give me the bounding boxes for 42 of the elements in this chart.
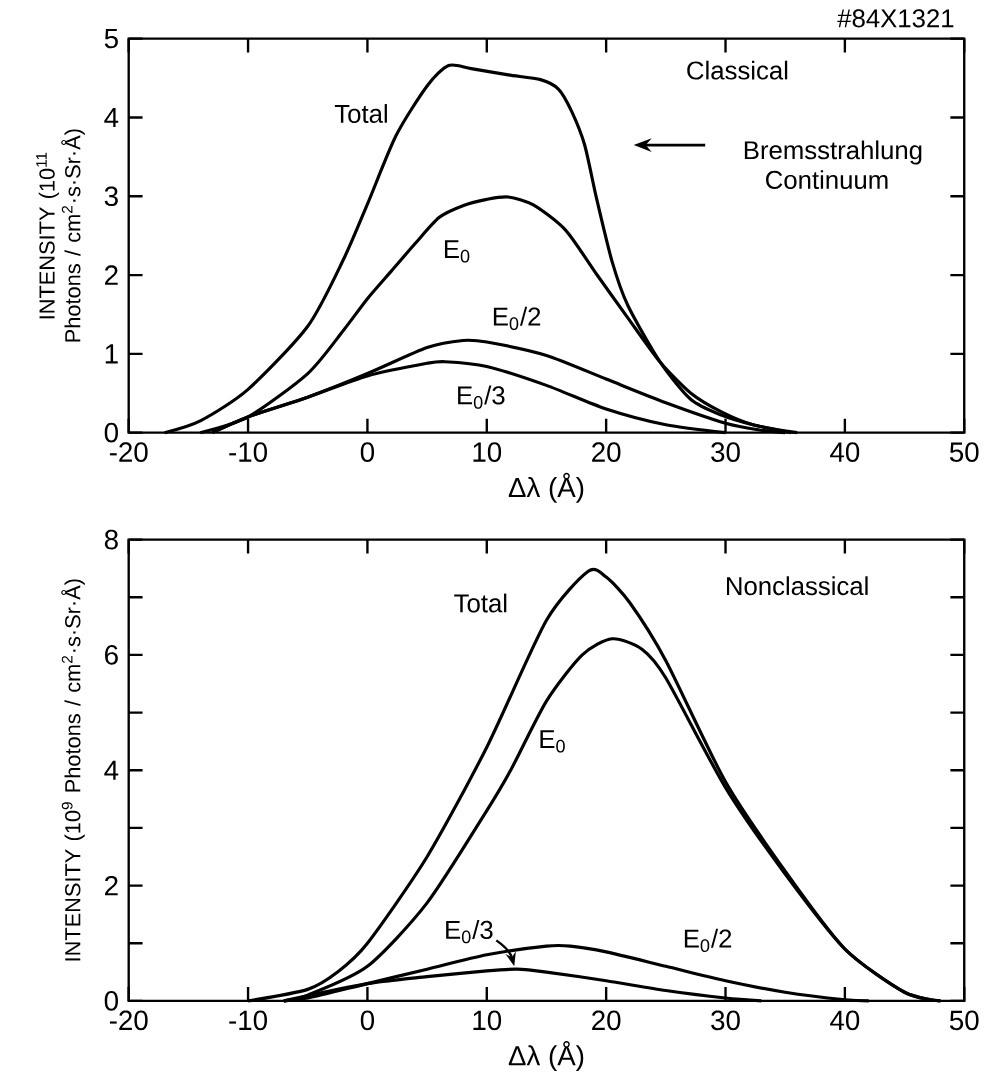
x-tick-label: 50 xyxy=(950,1010,979,1031)
series-label: E$_{0}$/2 xyxy=(493,306,541,331)
y-tick-label: 5 xyxy=(104,29,118,49)
y-tick-label: 0 xyxy=(104,991,119,1011)
x-tick-label: 10 xyxy=(473,1010,502,1031)
x-tick-label: -20 xyxy=(109,442,148,462)
x-tick-label: 10 xyxy=(473,442,502,462)
series-label: Total xyxy=(334,104,387,123)
y-tick-label: 2 xyxy=(105,265,118,285)
x-tick-label: 20 xyxy=(592,442,621,462)
x-axis-title: Δλ (Å) xyxy=(508,472,584,503)
series-label: E$_{0}$ xyxy=(540,730,565,753)
x-tick-label: -20 xyxy=(109,1010,148,1031)
x-tick-label: -10 xyxy=(229,442,268,462)
series-label: Total xyxy=(454,593,507,613)
y-tick-label: 3 xyxy=(104,186,118,207)
legend-label: E$_{0}$/3 xyxy=(446,920,493,944)
y-tick-label: 2 xyxy=(105,875,118,896)
x-tick-label: 30 xyxy=(711,1010,740,1031)
y-tick-label: 8 xyxy=(104,529,118,550)
annotation: Bremsstrahlung Continuum xyxy=(744,140,922,190)
y-tick-label: 4 xyxy=(104,107,119,127)
series-label: E$_{0}$/3 xyxy=(458,385,505,409)
y-axis-title: INTENSITY (10$^{9}$ Photons / cm$^{2}$·s·Sr·Å) xyxy=(61,579,85,961)
x-tick-label: 30 xyxy=(711,442,740,462)
x-axis-title: Δλ (Å) xyxy=(508,1041,584,1072)
x-tick-label: -10 xyxy=(229,1010,268,1031)
x-tick-label: 50 xyxy=(950,442,979,462)
x-tick-label: 40 xyxy=(830,1010,860,1031)
y-tick-label: 0 xyxy=(104,422,119,443)
x-tick-label: 20 xyxy=(592,1010,621,1031)
series-label: E$_{0}$ xyxy=(445,240,470,263)
x-tick-label: 0 xyxy=(360,1010,375,1031)
annotation: Classical xyxy=(687,60,788,80)
y-tick-label: 1 xyxy=(105,344,118,364)
annotation: Nonclassical xyxy=(727,576,868,596)
y-tick-label: 6 xyxy=(105,645,118,665)
y-tick-label: 4 xyxy=(104,760,119,780)
series-label: E$_{0}$/2 xyxy=(684,928,732,952)
x-tick-label: 40 xyxy=(830,442,860,462)
text: #84X1321 xyxy=(837,9,954,28)
x-tick-label: 0 xyxy=(360,442,375,462)
